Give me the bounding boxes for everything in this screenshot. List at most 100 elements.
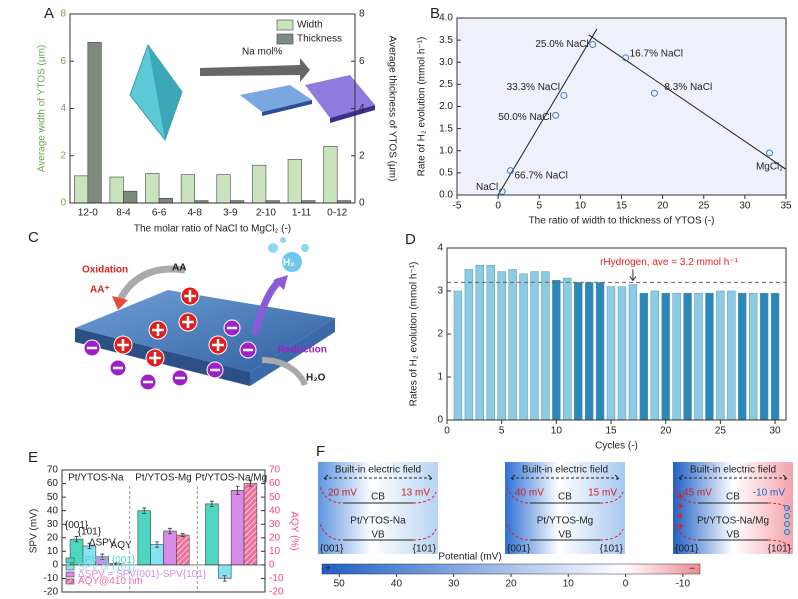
x-tick-label: 12-0 — [78, 208, 98, 219]
plot-frame — [61, 469, 266, 593]
error-bar — [113, 562, 118, 565]
point — [766, 149, 774, 157]
legend-swatch — [65, 571, 75, 578]
bar — [519, 273, 528, 421]
y-tick-label: 1 — [437, 372, 443, 383]
legend-label: SPV of {001} — [78, 555, 136, 566]
bar — [73, 175, 89, 204]
cb-label: CB — [558, 492, 572, 503]
y-tick-label: 30 — [47, 519, 59, 530]
bar — [243, 483, 258, 566]
bar-annotation: AQY — [111, 540, 132, 551]
bar — [137, 510, 151, 566]
plot-frame — [456, 17, 787, 196]
charge-plus — [677, 503, 683, 509]
y-tick-label: 0 — [437, 415, 443, 426]
error-bar — [142, 507, 147, 514]
y2-axis-title: AQY (%) — [288, 511, 299, 550]
y-tick-label: 50 — [47, 492, 59, 503]
band-curve — [506, 486, 624, 541]
charge-plus — [677, 493, 683, 499]
bar — [87, 42, 102, 204]
point-label: 50.0% NaCl — [498, 112, 551, 123]
reference-annotation: rHydrogen, ave = 3.2 mmol h⁻¹ — [600, 257, 739, 268]
y-tick-label: 20 — [47, 532, 59, 543]
y-tick-label: 0 — [269, 560, 275, 571]
y-axis-title: Average width of YTOS (μm) — [37, 45, 48, 172]
bar — [109, 176, 124, 204]
bar — [617, 286, 627, 421]
x-tick-label: 15 — [605, 426, 617, 437]
field-arrow — [323, 474, 433, 482]
band-bending-left: 45 mV — [683, 488, 712, 499]
point-label: NaCl — [476, 182, 498, 193]
category-label: Pt/YTOS-Mg — [135, 473, 192, 484]
bar — [475, 264, 484, 421]
y-tick-label: 2 — [437, 329, 443, 340]
point-label: 66.7% NaCl — [514, 170, 567, 181]
error-bar — [222, 575, 227, 582]
y-tick-label: 4.0 — [439, 13, 453, 24]
x-tick-label: 3-9 — [223, 208, 238, 219]
legend-label: Width — [297, 20, 323, 31]
bar — [216, 174, 231, 204]
annotation-arrow — [629, 269, 637, 282]
facet-left: {001} — [675, 544, 699, 555]
panel-label: B — [430, 5, 440, 22]
field-arrow — [678, 474, 788, 482]
band-curve — [674, 486, 792, 550]
x-axis-title: The ratio of width to thickness of YTOS … — [529, 216, 715, 227]
x-tick-label: 20 — [657, 201, 669, 212]
band-bending-left: 20 mV — [328, 488, 357, 499]
bar — [749, 292, 758, 421]
bar — [163, 530, 177, 566]
y-tick-label: 2 — [60, 150, 66, 161]
panel-label: D — [405, 231, 416, 248]
x-tick-label: -5 — [453, 201, 462, 212]
charge-plus — [677, 513, 683, 519]
legend-swatch — [276, 19, 294, 31]
category-label: Pt/YTOS-Na/Mg — [195, 473, 267, 484]
legend-swatch — [65, 564, 75, 571]
bar — [145, 173, 160, 204]
bar — [158, 197, 173, 204]
error-bar — [74, 536, 79, 543]
charge-plus — [677, 523, 683, 529]
panel-label: F — [316, 443, 325, 460]
point-label: 33.3% NaCl — [507, 82, 560, 93]
error-bar — [180, 533, 185, 537]
x-tick-label: 6-6 — [152, 208, 167, 219]
x-tick-label: 10 — [575, 201, 587, 212]
crystal-illustrations — [129, 43, 375, 142]
y-tick-label: 8 — [60, 9, 66, 20]
band-panel — [505, 462, 625, 554]
bar-annotation: {101} — [78, 527, 102, 538]
x-tick-label: 15 — [616, 201, 628, 212]
cb-label: CB — [726, 492, 740, 503]
colorbar-tick-label: 10 — [563, 579, 575, 590]
bar — [323, 146, 338, 204]
charge-minus — [783, 528, 791, 536]
x-tick-label: 5 — [536, 201, 542, 212]
fit-line — [588, 34, 787, 170]
legend-swatch — [276, 33, 294, 45]
bar — [606, 286, 616, 421]
bar — [639, 292, 649, 421]
facet-right: {101} — [413, 544, 437, 555]
error-bar — [155, 541, 160, 548]
point — [650, 89, 658, 97]
y-tick-label: 3.0 — [439, 57, 453, 68]
oxidation-label: Oxidation — [82, 265, 128, 276]
bar — [563, 277, 572, 421]
bar — [628, 284, 638, 421]
x-tick-label: 0 — [495, 201, 501, 212]
y-tick-label: 2.5 — [439, 79, 453, 90]
x-tick-label: 0 — [444, 426, 450, 437]
point — [552, 111, 560, 119]
point — [506, 167, 514, 175]
bar — [180, 174, 195, 204]
y-tick-label: 2 — [359, 150, 365, 161]
y-tick-label: 50 — [269, 492, 281, 503]
bar — [508, 269, 517, 421]
